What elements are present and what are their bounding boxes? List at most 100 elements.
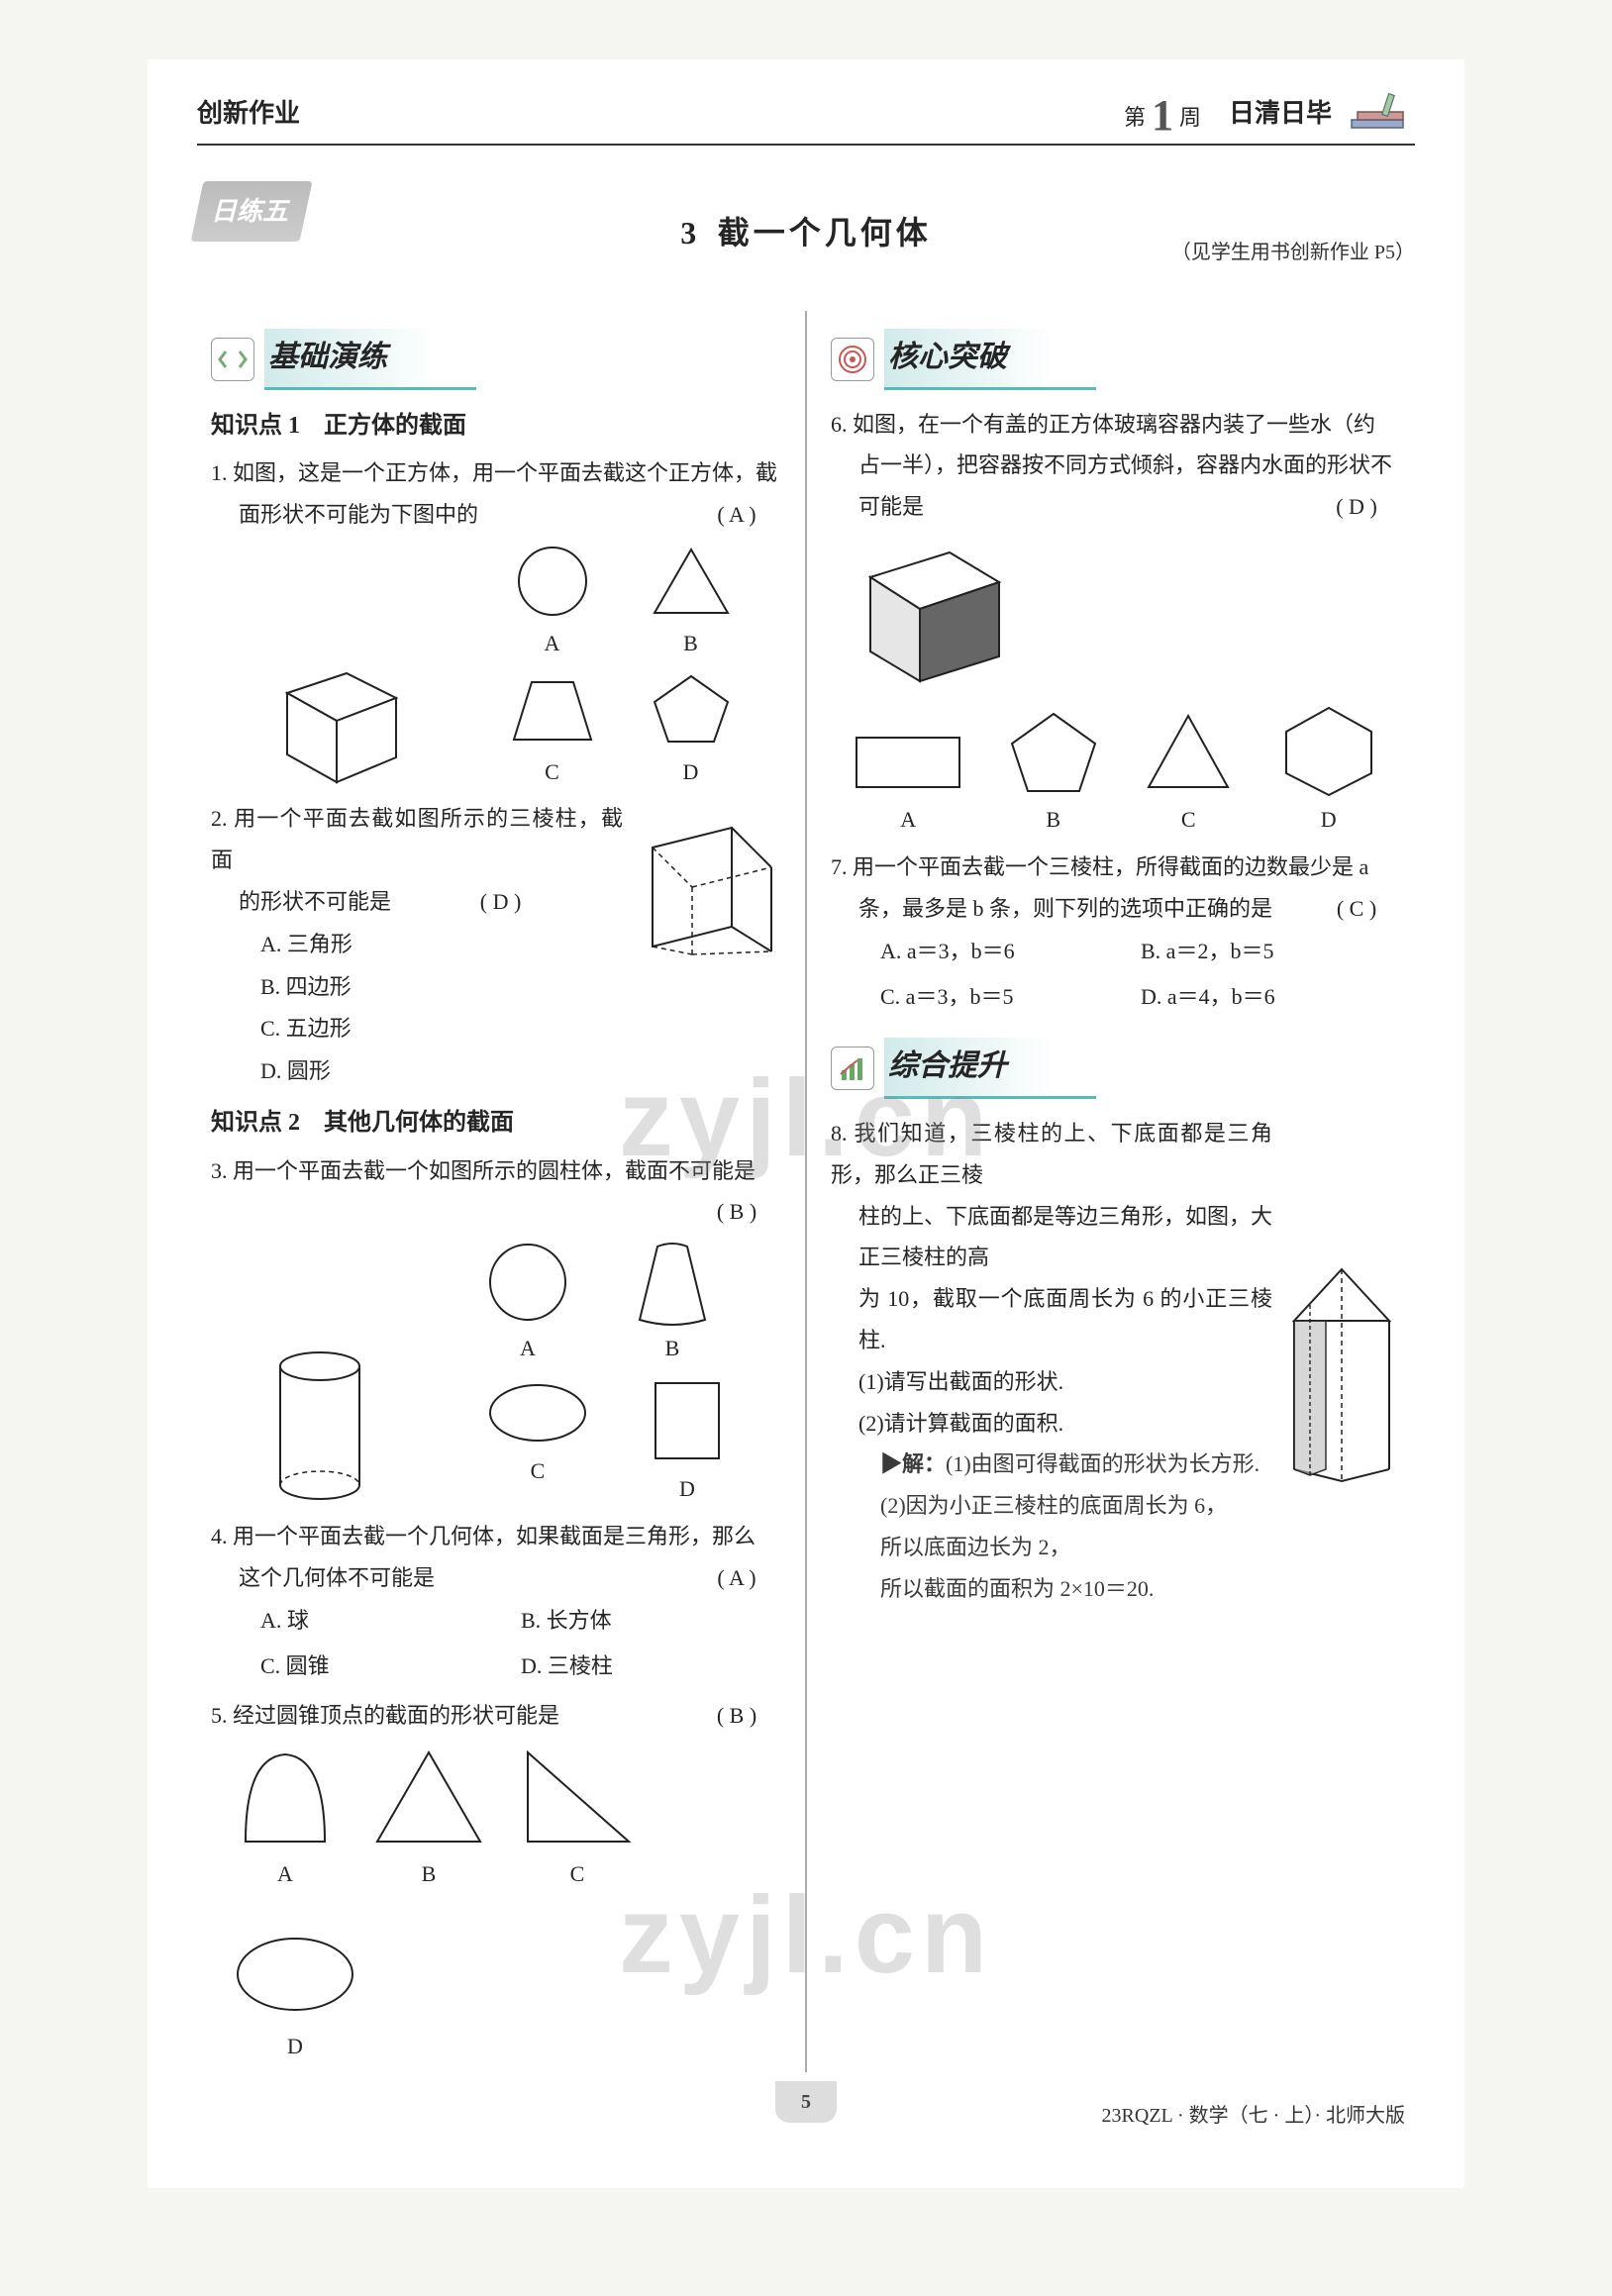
- q1-opt-a: A: [508, 542, 597, 664]
- q4-choices: A. 球 B. 长方体 C. 圆锥 D. 三棱柱: [211, 1598, 781, 1689]
- question-2: 2. 用一个平面去截如图所示的三棱柱，截面 的形状不可能是 D A. 三角形 B…: [211, 798, 781, 1093]
- q8-sol1: (1)由图可得截面的形状为长方形.: [946, 1451, 1259, 1476]
- page-header: 创新作业 第 1 周 日清日毕: [197, 89, 1415, 146]
- q1-label-a: A: [508, 623, 597, 664]
- section-core-label: 核心突破: [884, 329, 1096, 390]
- q4-opt-a: A. 球: [260, 1600, 521, 1642]
- q6-stem-line1: 6. 如图，在一个有盖的正方体玻璃容器内装了一些水（约: [831, 404, 1401, 446]
- q6-opt-d: D: [1274, 702, 1383, 841]
- question-5: 5. 经过圆锥顶点的截面的形状可能是 B A B C: [211, 1695, 781, 2066]
- target-icon: [831, 338, 874, 381]
- q6-figures: A B C D: [831, 702, 1401, 841]
- two-column-layout: 基础演练 知识点 1 正方体的截面 1. 如图，这是一个正方体，用一个平面去截这…: [197, 311, 1415, 2073]
- q2-opt-c: C. 五边形: [211, 1008, 781, 1049]
- q7-opt-c: C. a＝3，b＝5: [880, 976, 1141, 1018]
- q4-stem-line2: 这个几何体不可能是 A: [211, 1557, 781, 1599]
- q7-opt-a: A. a＝3，b＝6: [880, 931, 1141, 972]
- q6-opt-a: A: [849, 728, 967, 841]
- q4-opt-b: B. 长方体: [521, 1600, 781, 1642]
- q3-cylinder: [265, 1342, 374, 1510]
- q8-sol-lead: ▶解：: [880, 1451, 946, 1476]
- q5-label-c: C: [518, 1853, 637, 1895]
- q4-opt-d: D. 三棱柱: [521, 1646, 781, 1687]
- q4-stem-text2: 这个几何体不可能是: [239, 1565, 435, 1590]
- q2-opt-b: B. 四边形: [211, 966, 781, 1008]
- q3-label-d: D: [648, 1468, 727, 1510]
- q5-opt-c: C: [518, 1743, 637, 1895]
- lesson-title-text: 截一个几何体: [718, 215, 932, 250]
- q6-label-c: C: [1139, 799, 1238, 841]
- left-column: 基础演练 知识点 1 正方体的截面 1. 如图，这是一个正方体，用一个平面去截这…: [197, 311, 795, 2073]
- q6-answer: D: [1312, 486, 1401, 528]
- q3-opt-a: A: [483, 1239, 572, 1369]
- q5-stem-text1: 5. 经过圆锥顶点的截面的形状可能是: [211, 1703, 559, 1728]
- q5-opt-d: D: [231, 1925, 359, 2067]
- q2-prism-figure: [633, 798, 781, 956]
- knowledge-point-2: 知识点 2 其他几何体的截面: [211, 1101, 781, 1147]
- q8-sol-line4: 所以截面的面积为 2×10＝20.: [880, 1568, 1401, 1610]
- q4-stem-line1: 4. 用一个平面去截一个几何体，如果截面是三角形，那么: [211, 1516, 781, 1557]
- header-right: 日清日毕: [1229, 89, 1332, 138]
- question-8: 8. 我们知道，三棱柱的上、下底面都是三角形，那么正三棱 柱的上、下底面都是等边…: [831, 1113, 1401, 1610]
- practice-badge-text: 日练五: [211, 187, 288, 236]
- q1-stem-line2: 面形状不可能为下图中的 A: [211, 494, 781, 536]
- q2-answer: D: [456, 881, 546, 923]
- right-column: 核心突破 6. 如图，在一个有盖的正方体玻璃容器内装了一些水（约 占一半），把容…: [817, 311, 1415, 2073]
- q5-figures: A B C D: [211, 1743, 781, 2067]
- q7-stem-text2: 条，最多是 b 条，则下列的选项中正确的是: [858, 896, 1272, 921]
- q7-opt-b: B. a＝2，b＝5: [1141, 931, 1401, 972]
- q7-choices: A. a＝3，b＝6 B. a＝2，b＝5 C. a＝3，b＝5 D. a＝4，…: [831, 929, 1401, 1020]
- week-number: 1: [1152, 94, 1173, 138]
- q3-opt-d: D: [648, 1377, 727, 1510]
- q6-stem-line3: 可能是 D: [831, 486, 1401, 528]
- page: 创新作业 第 1 周 日清日毕 日练五 3 截一个几何体 （见学生用书创新作业 …: [148, 59, 1464, 2188]
- week-prefix: 第: [1124, 97, 1146, 139]
- section-basic-label: 基础演练: [264, 329, 476, 390]
- q6-stem-text3: 可能是: [858, 494, 924, 519]
- q1-label-d: D: [647, 751, 736, 793]
- q1-label-c: C: [508, 751, 597, 793]
- knowledge-point-1: 知识点 1 正方体的截面: [211, 404, 781, 449]
- page-number: 5: [775, 2081, 837, 2123]
- q5-stem-line1: 5. 经过圆锥顶点的截面的形状可能是 B: [211, 1695, 781, 1737]
- q3-label-c: C: [483, 1450, 592, 1492]
- q5-label-b: B: [369, 1853, 488, 1895]
- q1-answer: A: [692, 494, 781, 536]
- q7-stem-line2: 条，最多是 b 条，则下列的选项中正确的是 C: [831, 888, 1401, 930]
- question-6: 6. 如图，在一个有盖的正方体玻璃容器内装了一些水（约 占一半），把容器按不同方…: [831, 404, 1401, 841]
- q6-cube-figure: [831, 528, 1401, 696]
- q2-stem-text2: 的形状不可能是: [239, 889, 391, 914]
- q1-label-b: B: [647, 623, 736, 664]
- q8-stem-line1: 8. 我们知道，三棱柱的上、下底面都是三角形，那么正三棱: [831, 1113, 1401, 1196]
- q5-answer: B: [692, 1695, 781, 1737]
- section-synth: 综合提升: [831, 1038, 1401, 1099]
- column-divider: [805, 311, 807, 2073]
- q8-prism-figure: [1282, 1261, 1401, 1489]
- question-7: 7. 用一个平面去截一个三棱柱，所得截面的边数最少是 a 条，最多是 b 条，则…: [831, 847, 1401, 1020]
- q5-label-a: A: [231, 1853, 340, 1895]
- header-week: 第 1 周: [1124, 94, 1201, 138]
- q1-opt-d: D: [647, 670, 736, 793]
- q3-answer: B: [692, 1191, 781, 1233]
- q6-opt-c: C: [1139, 708, 1238, 841]
- q4-answer: A: [692, 1557, 781, 1599]
- q3-stem-line1: 3. 用一个平面去截一个如图所示的圆柱体，截面不可能是: [211, 1150, 781, 1192]
- q6-stem-line2: 占一半），把容器按不同方式倾斜，容器内水面的形状不: [831, 445, 1401, 486]
- books-icon: [1346, 92, 1415, 138]
- q1-stem-line1: 1. 如图，这是一个正方体，用一个平面去截这个正方体，截: [211, 452, 781, 494]
- q8-sol-line2: (2)因为小正三棱柱的底面周长为 6，: [880, 1485, 1401, 1527]
- q8-sol-line3: 所以底面边长为 2，: [880, 1527, 1401, 1568]
- q3-opt-b: B: [628, 1239, 717, 1369]
- q5-opt-b: B: [369, 1743, 488, 1895]
- header-left: 创新作业: [197, 89, 300, 138]
- q1-figures: A B C: [211, 542, 781, 793]
- q1-opt-b: B: [647, 542, 736, 664]
- q6-label-a: A: [849, 799, 967, 841]
- q1-stem-text2: 面形状不可能为下图中的: [239, 502, 478, 527]
- practice-badge: 日练五: [190, 181, 312, 242]
- q1-opt-c: C: [508, 670, 597, 793]
- q3-label-a: A: [483, 1328, 572, 1369]
- question-1: 1. 如图，这是一个正方体，用一个平面去截这个正方体，截 面形状不可能为下图中的…: [211, 452, 781, 792]
- section-synth-label: 综合提升: [884, 1038, 1096, 1099]
- q5-opt-a: A: [231, 1743, 340, 1895]
